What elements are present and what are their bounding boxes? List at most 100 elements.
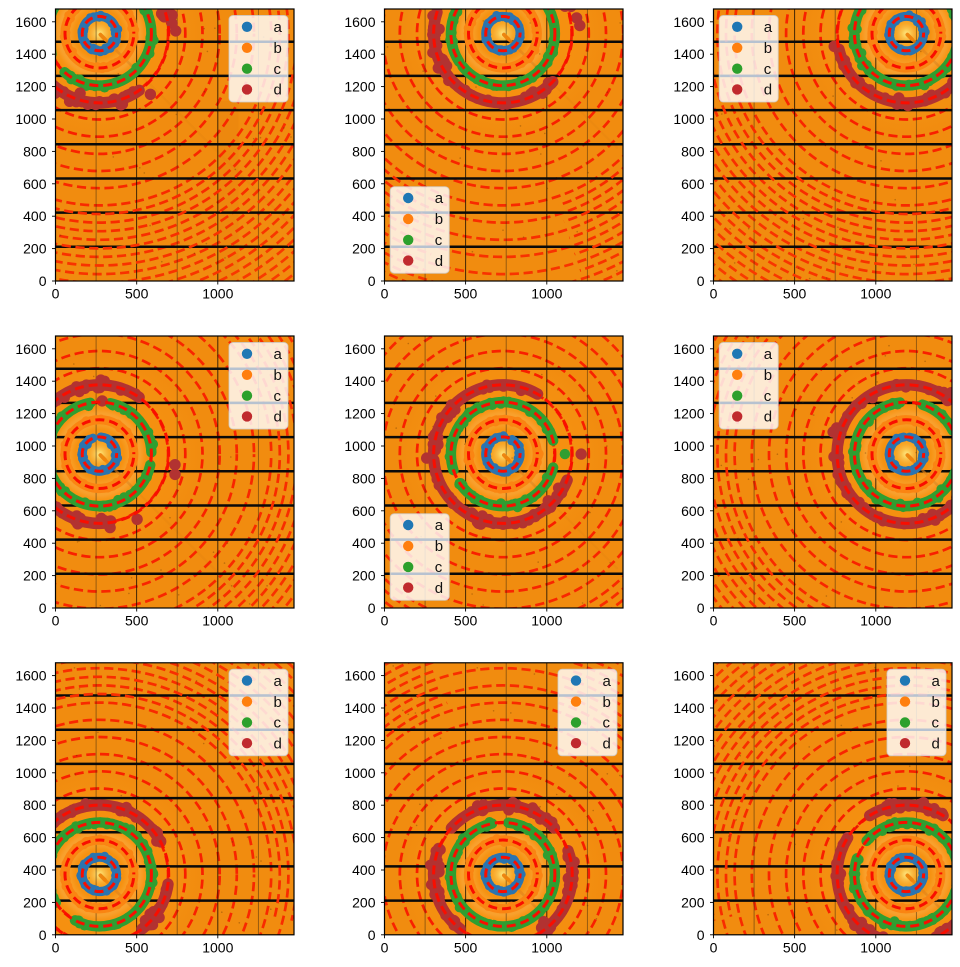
svg-text:b: b [274, 40, 282, 57]
svg-text:1400: 1400 [15, 46, 46, 62]
svg-text:0: 0 [697, 600, 705, 616]
svg-text:1000: 1000 [344, 111, 375, 127]
svg-text:1200: 1200 [15, 406, 46, 422]
svg-text:c: c [274, 388, 282, 405]
svg-text:500: 500 [783, 613, 807, 629]
svg-text:1400: 1400 [344, 700, 375, 716]
svg-text:600: 600 [681, 176, 705, 192]
svg-text:800: 800 [23, 470, 47, 486]
svg-text:1600: 1600 [344, 14, 375, 30]
svg-text:400: 400 [681, 862, 705, 878]
svg-text:600: 600 [23, 176, 47, 192]
svg-text:1600: 1600 [344, 668, 375, 684]
svg-text:c: c [932, 715, 940, 732]
svg-text:d: d [274, 409, 282, 426]
svg-text:800: 800 [352, 470, 376, 486]
svg-text:1000: 1000 [344, 765, 375, 781]
svg-text:a: a [603, 673, 612, 690]
svg-text:500: 500 [125, 286, 149, 302]
svg-text:800: 800 [681, 143, 705, 159]
svg-text:0: 0 [39, 600, 47, 616]
svg-text:600: 600 [352, 503, 376, 519]
svg-text:0: 0 [697, 273, 705, 289]
svg-text:500: 500 [454, 613, 478, 629]
svg-text:c: c [764, 61, 772, 78]
svg-text:800: 800 [352, 143, 376, 159]
svg-text:d: d [435, 253, 443, 270]
svg-text:1600: 1600 [673, 668, 704, 684]
svg-text:1000: 1000 [531, 613, 562, 629]
svg-text:200: 200 [352, 241, 376, 257]
svg-text:500: 500 [125, 939, 149, 955]
svg-text:200: 200 [681, 894, 705, 910]
svg-text:a: a [274, 346, 283, 363]
svg-text:1400: 1400 [344, 46, 375, 62]
svg-text:1400: 1400 [673, 373, 704, 389]
svg-text:0: 0 [710, 286, 718, 302]
svg-text:400: 400 [681, 208, 705, 224]
svg-text:200: 200 [352, 894, 376, 910]
svg-text:d: d [435, 580, 443, 597]
svg-text:d: d [274, 82, 282, 99]
svg-text:b: b [435, 211, 443, 228]
svg-text:1000: 1000 [202, 613, 233, 629]
svg-text:1400: 1400 [15, 700, 46, 716]
svg-text:1400: 1400 [344, 373, 375, 389]
svg-text:1200: 1200 [15, 79, 46, 95]
svg-text:a: a [932, 673, 941, 690]
svg-text:1200: 1200 [673, 406, 704, 422]
svg-text:400: 400 [352, 862, 376, 878]
svg-text:0: 0 [381, 613, 389, 629]
svg-text:600: 600 [681, 503, 705, 519]
svg-text:500: 500 [125, 613, 149, 629]
svg-text:1400: 1400 [673, 46, 704, 62]
svg-text:200: 200 [352, 568, 376, 584]
svg-text:c: c [274, 715, 282, 732]
svg-text:400: 400 [23, 862, 47, 878]
svg-text:400: 400 [23, 208, 47, 224]
svg-text:1200: 1200 [673, 79, 704, 95]
svg-text:d: d [603, 735, 611, 752]
svg-text:b: b [764, 40, 772, 57]
svg-text:800: 800 [23, 797, 47, 813]
svg-text:600: 600 [352, 176, 376, 192]
svg-text:0: 0 [52, 939, 60, 955]
svg-text:d: d [764, 409, 772, 426]
svg-text:0: 0 [697, 927, 705, 943]
svg-text:a: a [435, 190, 444, 207]
svg-text:400: 400 [352, 535, 376, 551]
svg-text:1400: 1400 [15, 373, 46, 389]
svg-text:0: 0 [381, 286, 389, 302]
svg-text:1600: 1600 [15, 668, 46, 684]
svg-text:200: 200 [23, 241, 47, 257]
svg-text:1000: 1000 [673, 111, 704, 127]
svg-text:0: 0 [710, 613, 718, 629]
svg-text:0: 0 [52, 613, 60, 629]
svg-text:1000: 1000 [860, 613, 891, 629]
svg-text:a: a [274, 673, 283, 690]
svg-text:1000: 1000 [15, 438, 46, 454]
svg-text:1600: 1600 [673, 14, 704, 30]
svg-text:b: b [435, 538, 443, 555]
svg-text:0: 0 [368, 273, 376, 289]
svg-text:1000: 1000 [673, 438, 704, 454]
svg-text:200: 200 [23, 894, 47, 910]
svg-text:1200: 1200 [15, 732, 46, 748]
svg-text:500: 500 [783, 286, 807, 302]
svg-text:1000: 1000 [15, 111, 46, 127]
svg-text:0: 0 [710, 939, 718, 955]
svg-text:400: 400 [681, 535, 705, 551]
svg-text:a: a [764, 19, 773, 36]
svg-text:b: b [274, 694, 282, 711]
svg-text:800: 800 [23, 143, 47, 159]
svg-text:1600: 1600 [15, 341, 46, 357]
svg-text:1000: 1000 [860, 286, 891, 302]
svg-text:0: 0 [368, 600, 376, 616]
svg-text:800: 800 [352, 797, 376, 813]
svg-text:c: c [435, 232, 443, 249]
svg-text:1600: 1600 [344, 341, 375, 357]
svg-text:a: a [764, 346, 773, 363]
svg-text:1200: 1200 [673, 732, 704, 748]
svg-text:1400: 1400 [673, 700, 704, 716]
svg-text:1000: 1000 [15, 765, 46, 781]
